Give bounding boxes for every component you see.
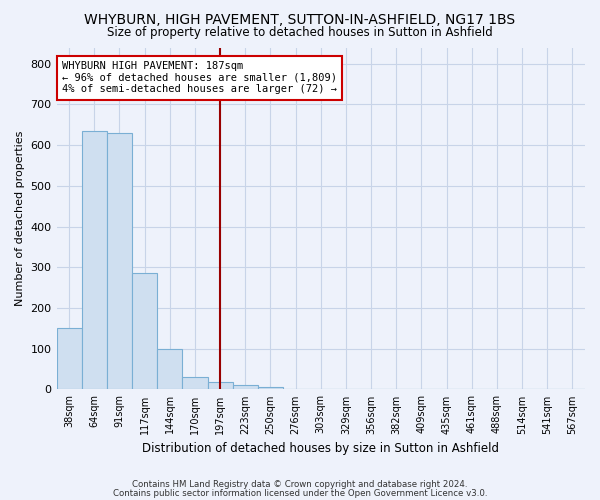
Bar	[107, 133, 132, 390]
Text: WHYBURN HIGH PAVEMENT: 187sqm
← 96% of detached houses are smaller (1,809)
4% of: WHYBURN HIGH PAVEMENT: 187sqm ← 96% of d…	[62, 61, 337, 94]
Bar	[82, 131, 107, 390]
Bar	[208, 382, 233, 390]
Text: Contains public sector information licensed under the Open Government Licence v3: Contains public sector information licen…	[113, 489, 487, 498]
Text: Contains HM Land Registry data © Crown copyright and database right 2024.: Contains HM Land Registry data © Crown c…	[132, 480, 468, 489]
Text: WHYBURN, HIGH PAVEMENT, SUTTON-IN-ASHFIELD, NG17 1BS: WHYBURN, HIGH PAVEMENT, SUTTON-IN-ASHFIE…	[85, 12, 515, 26]
Bar	[132, 274, 157, 390]
Bar	[56, 328, 82, 390]
Bar	[157, 348, 182, 390]
Bar	[258, 388, 283, 390]
Bar	[233, 384, 258, 390]
Text: Size of property relative to detached houses in Sutton in Ashfield: Size of property relative to detached ho…	[107, 26, 493, 39]
Bar	[283, 388, 308, 390]
Y-axis label: Number of detached properties: Number of detached properties	[15, 131, 25, 306]
X-axis label: Distribution of detached houses by size in Sutton in Ashfield: Distribution of detached houses by size …	[142, 442, 499, 455]
Bar	[182, 377, 208, 390]
